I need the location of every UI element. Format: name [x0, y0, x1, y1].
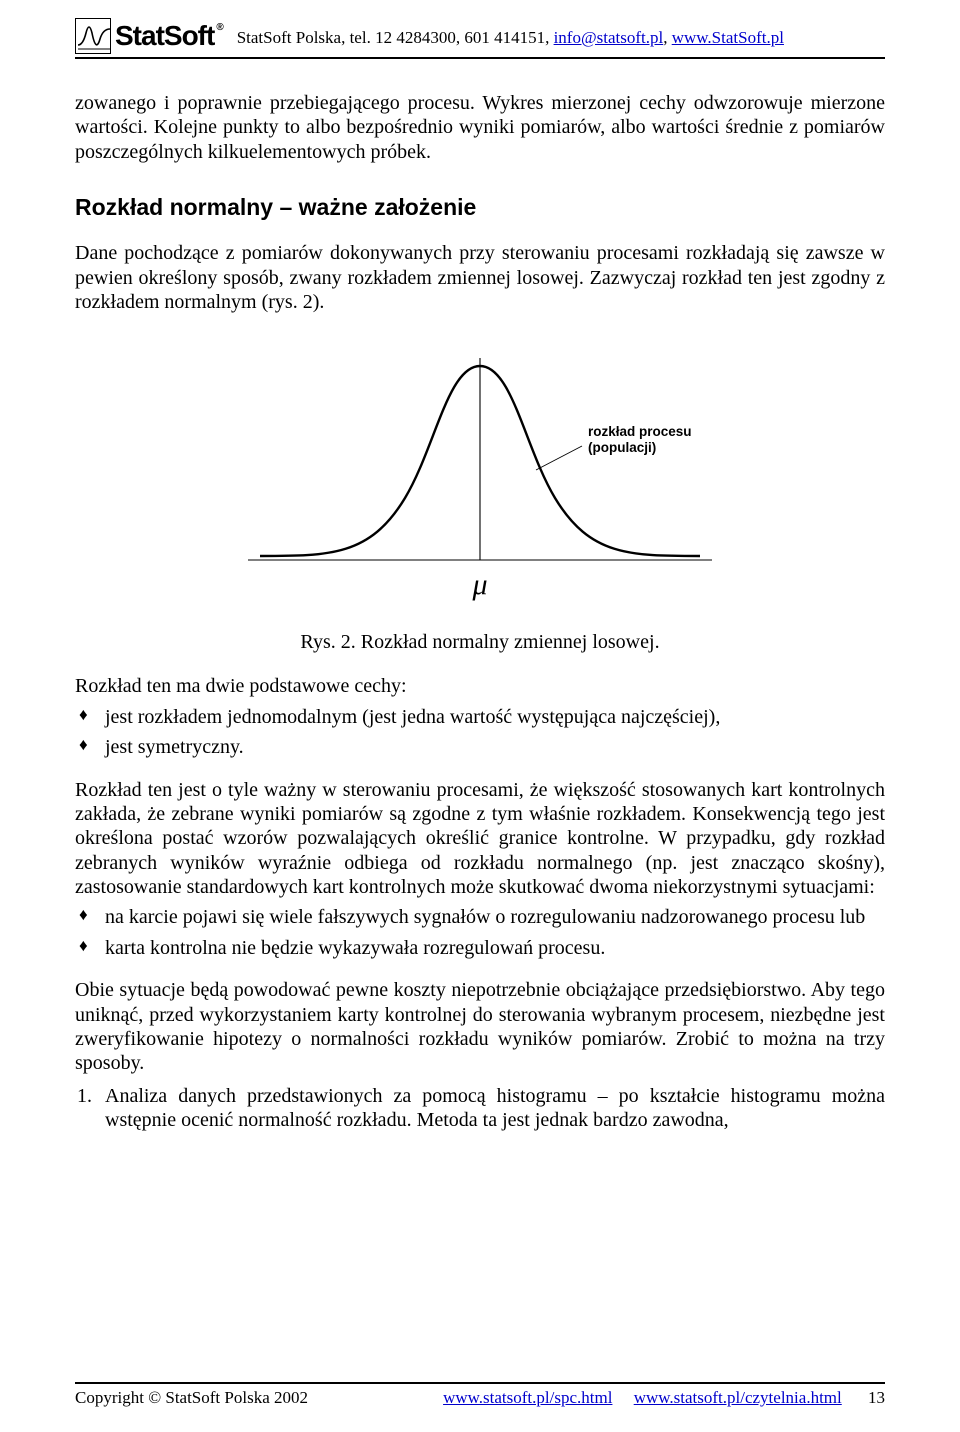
svg-text:μ: μ [471, 568, 487, 601]
contact-prefix: StatSoft Polska, tel. 12 4284300, 601 41… [237, 28, 554, 47]
logo-text: StatSoft® [115, 20, 223, 52]
normal-distribution-figure: μ rozkład procesu (populacji) [220, 338, 740, 613]
site-link[interactable]: www.StatSoft.pl [672, 28, 784, 47]
page-footer: Copyright © StatSoft Polska 2002 www.sta… [75, 1382, 885, 1408]
paragraph-both-situations: Obie sytuacje będą powodować pewne koszt… [75, 978, 885, 1076]
footer-link-czytelnia[interactable]: www.statsoft.pl/czytelnia.html [634, 1388, 842, 1407]
copyright-text: Copyright © StatSoft Polska 2002 [75, 1388, 308, 1408]
situations-list: na karcie pojawi się wiele fałszywych sy… [75, 905, 885, 960]
methods-list: 1. Analiza danych przedstawionych za pom… [75, 1084, 885, 1133]
email-link[interactable]: info@statsoft.pl [554, 28, 664, 47]
paragraph-importance: Rozkład ten jest o tyle ważny w sterowan… [75, 778, 885, 900]
features-list: jest rozkładem jednomodalnym (jest jedna… [75, 705, 885, 760]
section-paragraph-1: Dane pochodzące z pomiarów dokonywanych … [75, 241, 885, 314]
header-contact: StatSoft Polska, tel. 12 4284300, 601 41… [237, 28, 885, 48]
section-heading: Rozkład normalny – ważne założenie [75, 194, 885, 221]
wave-icon [75, 18, 111, 54]
list-item: jest rozkładem jednomodalnym (jest jedna… [105, 705, 885, 729]
intro-paragraph: zowanego i poprawnie przebiegającego pro… [75, 91, 885, 164]
features-intro: Rozkład ten ma dwie podstawowe cechy: [75, 674, 885, 698]
page-number: 13 [868, 1388, 885, 1407]
figure-caption: Rys. 2. Rozkład normalny zmiennej losowe… [75, 631, 885, 654]
curve-annotation: rozkład procesu (populacji) [588, 424, 692, 455]
list-item: 1. Analiza danych przedstawionych za pom… [105, 1084, 885, 1133]
logo: StatSoft® [75, 18, 223, 54]
list-item: na karcie pojawi się wiele fałszywych sy… [105, 905, 885, 929]
list-item: jest symetryczny. [105, 735, 885, 759]
page-header: StatSoft® StatSoft Polska, tel. 12 42843… [75, 22, 885, 59]
list-item: karta kontrolna nie będzie wykazywała ro… [105, 936, 885, 960]
footer-link-spc[interactable]: www.statsoft.pl/spc.html [443, 1388, 612, 1407]
